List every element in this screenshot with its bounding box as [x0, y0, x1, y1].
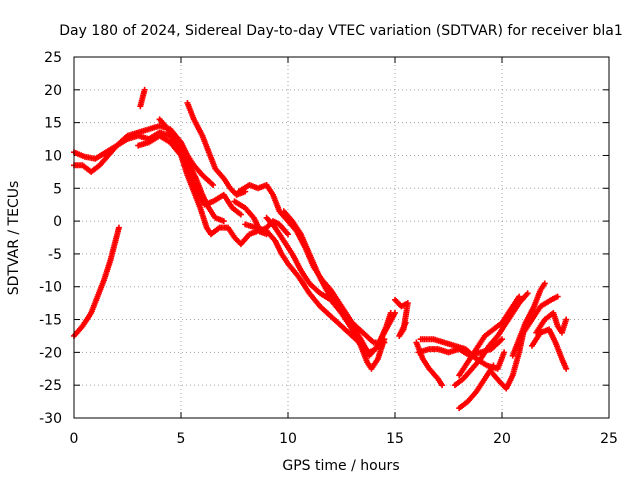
chart-title: Day 180 of 2024, Sidereal Day-to-day VTE…	[59, 23, 622, 39]
data-point	[237, 211, 244, 218]
data-series-s8	[242, 221, 398, 356]
y-tick-label: -20	[39, 345, 62, 361]
plot-frame	[73, 56, 610, 419]
data-point	[141, 86, 148, 93]
data-series-s7	[235, 181, 388, 346]
y-tick-label: -30	[39, 411, 62, 427]
data-series-s10	[280, 208, 388, 372]
grid-lines	[74, 57, 609, 418]
y-tick-label: 10	[44, 148, 62, 164]
data-point	[285, 231, 291, 238]
y-tick-labels: -30 -25 -20 -15 -10 -5 0 5 10 15 20 25	[39, 50, 62, 427]
x-tick-label: 25	[600, 431, 618, 447]
axis-ticks	[73, 56, 610, 419]
x-tick-label: 0	[70, 431, 79, 447]
data-series-s17	[456, 362, 497, 412]
data-point	[524, 290, 531, 297]
data-series-s20	[533, 309, 570, 336]
data-series-s21	[528, 326, 570, 372]
y-tick-label: 25	[44, 50, 62, 66]
y-tick-label: -25	[39, 378, 62, 394]
data-series	[71, 86, 570, 412]
data-series-s22	[71, 224, 122, 339]
x-tick-label: 5	[177, 431, 186, 447]
data-point	[563, 365, 570, 372]
x-tick-label: 15	[386, 431, 404, 447]
y-tick-label: 5	[53, 181, 62, 197]
data-point	[516, 293, 523, 300]
data-point	[554, 293, 561, 300]
data-point	[220, 218, 227, 225]
data-series-s16	[456, 293, 523, 379]
data-point	[490, 362, 497, 369]
data-series-s23	[137, 86, 148, 110]
data-point	[387, 309, 394, 316]
y-tick-label: 0	[53, 214, 62, 230]
data-point	[499, 336, 505, 343]
data-point	[563, 316, 570, 323]
x-tick-label: 10	[279, 431, 297, 447]
x-tick-label: 20	[493, 431, 511, 447]
data-series-s4	[156, 116, 244, 218]
data-point	[541, 280, 548, 287]
y-axis-label: SDTVAR / TECUs	[6, 181, 22, 296]
y-tick-label: -10	[39, 280, 62, 296]
y-tick-label: -15	[39, 313, 62, 329]
x-axis-label: GPS time / hours	[282, 458, 399, 474]
y-tick-label: 20	[44, 83, 62, 99]
data-point	[115, 224, 122, 231]
x-tick-labels: 0 5 10 15 20 25	[70, 431, 618, 447]
data-point	[402, 319, 409, 326]
data-series-s11	[392, 296, 411, 339]
data-point	[501, 349, 508, 356]
data-series-s19	[509, 280, 548, 359]
data-series-s15	[451, 290, 531, 389]
y-tick-label: 15	[44, 116, 62, 132]
data-series-s3	[135, 132, 270, 248]
y-tick-label: -5	[48, 247, 62, 263]
data-point	[210, 181, 217, 188]
data-point	[381, 336, 388, 343]
data-point	[439, 382, 446, 389]
